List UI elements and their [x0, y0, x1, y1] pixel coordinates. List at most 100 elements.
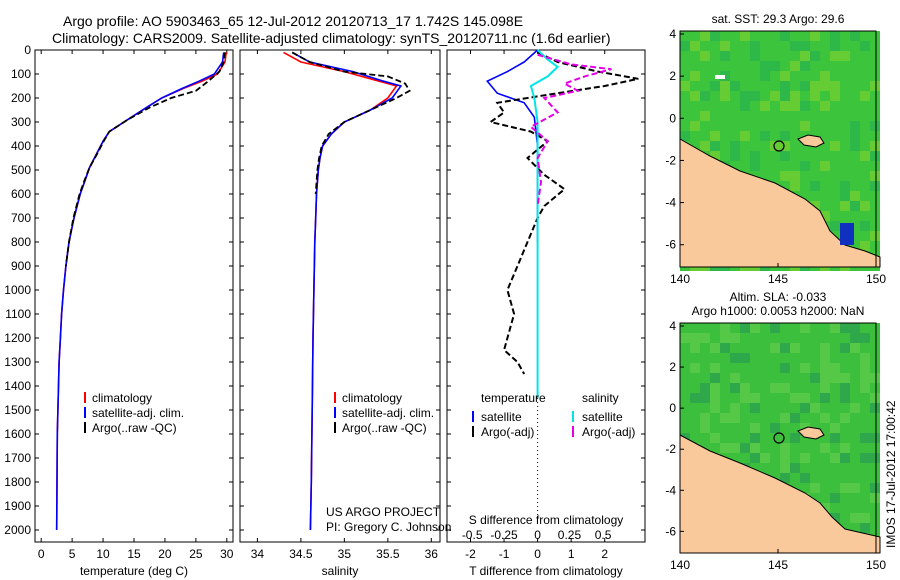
map-y-tick-label: -6 [665, 524, 676, 538]
map-cell [690, 31, 700, 41]
map-cell [720, 81, 730, 91]
map-cell [780, 51, 790, 61]
y-tick-label: 1800 [4, 475, 31, 489]
map-cell [860, 161, 870, 171]
map-cell [720, 141, 730, 151]
map-cell [700, 373, 710, 383]
map-cell [760, 463, 770, 473]
series-salinity-0 [283, 51, 398, 531]
map-cell [820, 483, 830, 493]
map-cell [700, 121, 710, 131]
map-cell [850, 231, 860, 241]
map-cell [820, 171, 830, 181]
x-tick-label: 5 [69, 547, 76, 561]
map-cell [700, 363, 710, 373]
map-cell [840, 211, 850, 221]
map-cell [770, 373, 780, 383]
map-cell [830, 141, 840, 151]
map-cell [870, 221, 880, 231]
map-cell [750, 51, 760, 61]
map-cell [840, 523, 850, 533]
map-y-tick-label: 2 [669, 360, 676, 374]
map-cell [840, 323, 850, 333]
map-cell [740, 111, 750, 121]
map-cell [850, 323, 860, 333]
map-cell [870, 473, 880, 483]
map-cell [820, 91, 830, 101]
map-cell [750, 363, 760, 373]
map-cell [710, 393, 720, 403]
map-cell [800, 473, 810, 483]
map-cell [810, 353, 820, 363]
legend-label: climatology [342, 391, 402, 405]
map-cell [740, 121, 750, 131]
map-cell [820, 51, 830, 61]
map-cell [720, 353, 730, 363]
map-cell [760, 91, 770, 101]
map-cell [840, 51, 850, 61]
map-cell [680, 323, 690, 333]
legend-label: satellite-adj. clim. [92, 406, 184, 420]
series-difference-2 [529, 49, 560, 398]
map-cell [800, 393, 810, 403]
map-cell [710, 61, 720, 71]
map-cell [800, 141, 810, 151]
map-cell [770, 151, 780, 161]
map-cell [800, 41, 810, 51]
map-cell [830, 131, 840, 141]
map-cell [820, 413, 830, 423]
map-cell [760, 51, 770, 61]
map-cell [690, 403, 700, 413]
map-cell [820, 131, 830, 141]
map-cell [860, 241, 870, 251]
map-cell [800, 101, 810, 111]
map-x-tick-label: 140 [670, 272, 690, 286]
map-cell [820, 333, 830, 343]
map-cell [800, 373, 810, 383]
map-cell [770, 323, 780, 333]
map-cell [730, 373, 740, 383]
map-cell [840, 483, 850, 493]
map-cell [760, 171, 770, 181]
map-cell [830, 483, 840, 493]
map-cell [730, 413, 740, 423]
map-cell [830, 493, 840, 503]
map-cell [760, 453, 770, 463]
x-tick-label: 15 [127, 547, 141, 561]
map-cell [830, 61, 840, 71]
map-cell [790, 323, 800, 333]
legend-label: Argo(..raw -QC) [92, 421, 177, 435]
map-cell [800, 463, 810, 473]
map-cell [780, 383, 790, 393]
map-cell [850, 513, 860, 523]
legend-label: Argo(-adj) [481, 425, 534, 439]
y-tick-label: 100 [11, 67, 31, 81]
map-cell [800, 81, 810, 91]
map-cell [810, 151, 820, 161]
map-cell [820, 121, 830, 131]
map-cell [850, 171, 860, 181]
map-cell [770, 171, 780, 181]
map-cell [760, 61, 770, 71]
map-cell [770, 443, 780, 453]
map-cell [690, 353, 700, 363]
map-cell [770, 51, 780, 61]
map-cell [850, 181, 860, 191]
map-cell [860, 473, 870, 483]
map-cell [850, 61, 860, 71]
map-cell [820, 323, 830, 333]
series-salinity-2 [291, 51, 411, 195]
x-tick-label: 34.5 [289, 547, 313, 561]
map-cell [720, 131, 730, 141]
map-cell [830, 51, 840, 61]
map-cell [750, 71, 760, 81]
map-cell [690, 91, 700, 101]
map-cell [850, 443, 860, 453]
map-cell [790, 383, 800, 393]
map-cell [830, 71, 840, 81]
map-cell [870, 211, 880, 221]
x2-tick-label: -0.25 [490, 528, 518, 542]
map-cell [790, 81, 800, 91]
map-cell [820, 353, 830, 363]
map-cell [850, 131, 860, 141]
